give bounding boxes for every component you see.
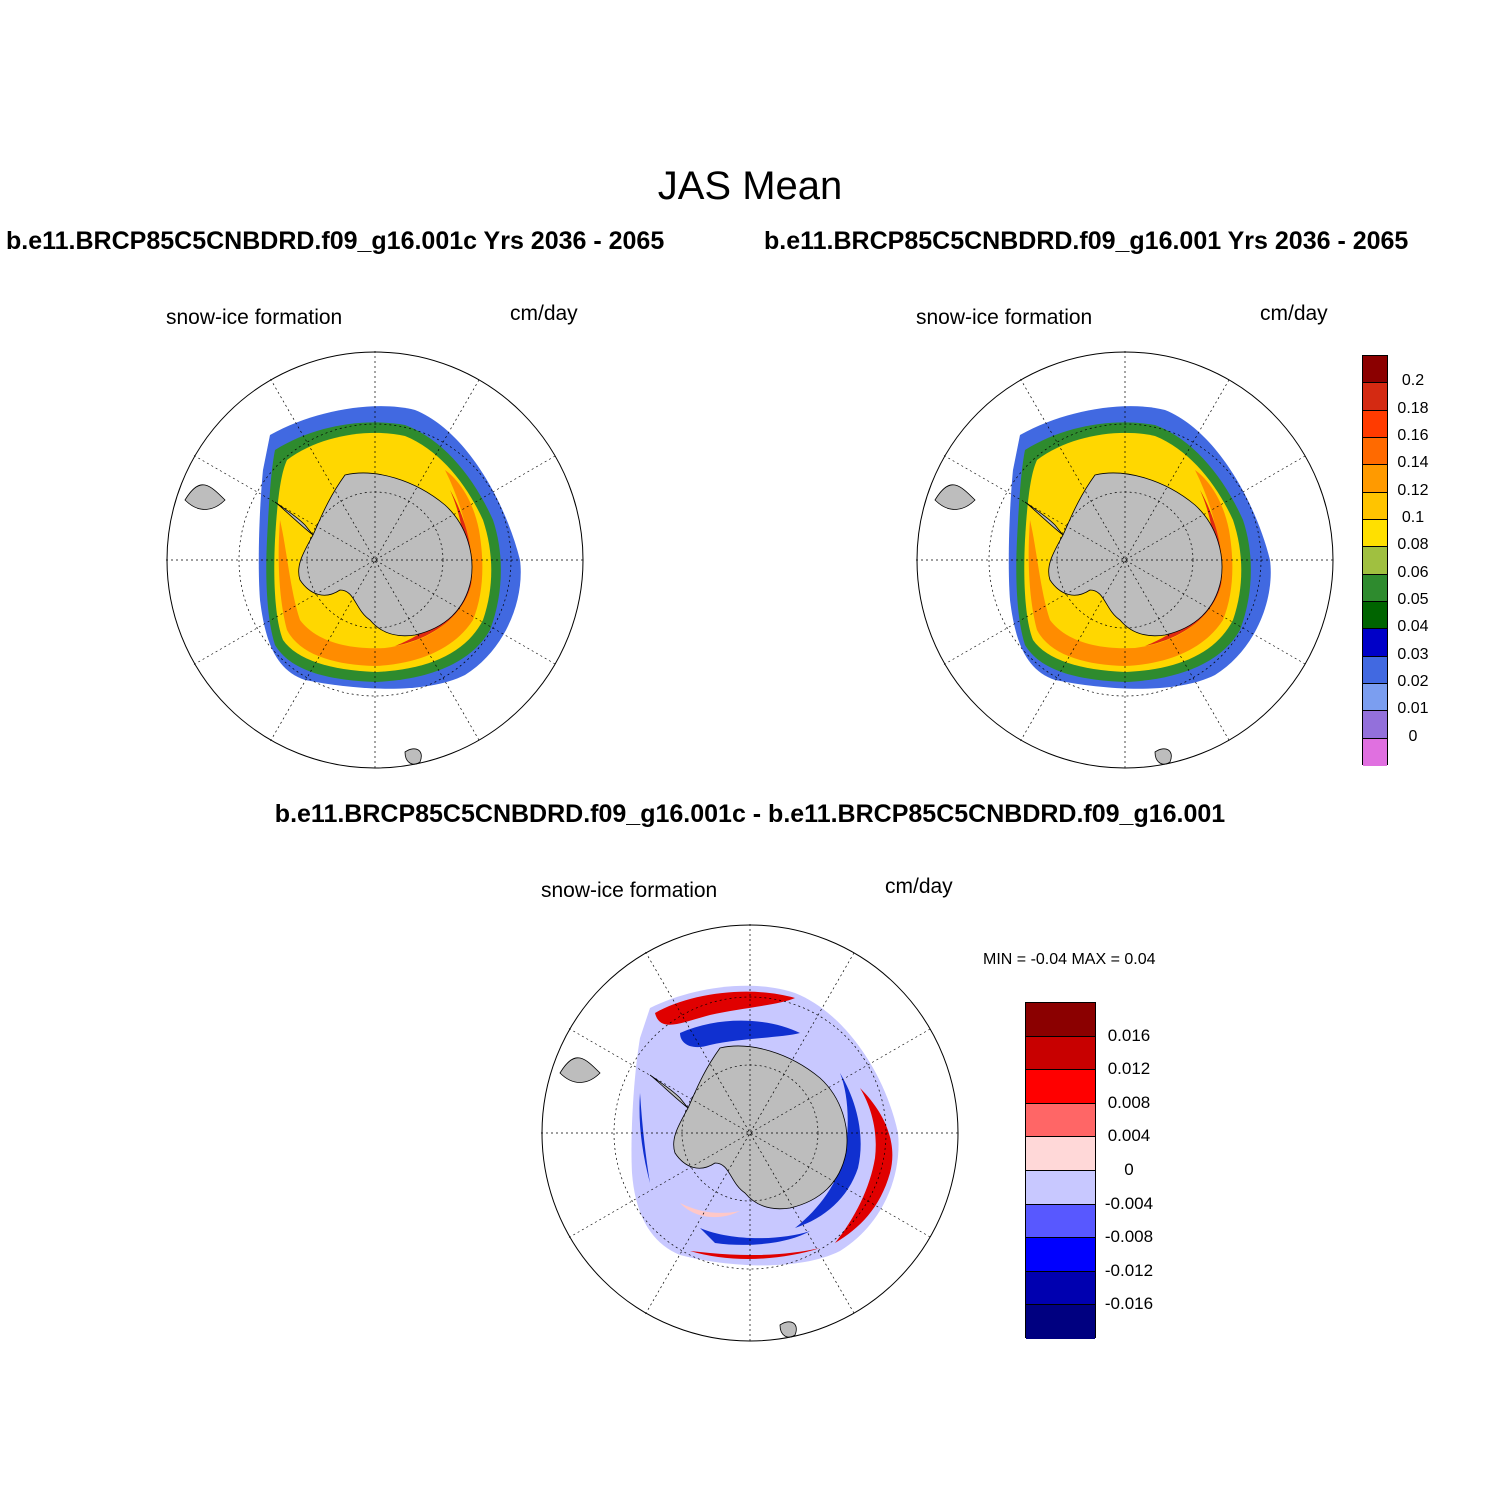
diff-pink-patch: [680, 1203, 740, 1218]
diff-colorbar-tick-label: 0.012: [1107, 1059, 1151, 1079]
diff-colorbar-tick-label: -0.004: [1104, 1193, 1154, 1213]
figure-title: JAS Mean: [657, 164, 843, 208]
diff-colorbar: [1025, 1002, 1096, 1339]
case1-title: b.e11.BRCP85C5CNBDRD.f09_g16.001c Yrs 20…: [6, 227, 665, 255]
case1-new-zealand: [404, 748, 422, 765]
case2-graticule: [916, 351, 1334, 769]
main-colorbar-segment: [1363, 738, 1387, 766]
main-colorbar-tick-label: 0.01: [1397, 700, 1429, 718]
case1-orange-band: [278, 470, 483, 666]
diff-units-label: cm/day: [885, 875, 953, 898]
main-colorbar-segment: [1363, 519, 1387, 548]
main-colorbar-segment: [1363, 683, 1387, 712]
diff-blue-south: [700, 1228, 810, 1245]
diff-outer-red-right: [835, 1088, 893, 1243]
case1-variable-label: snow-ice formation: [166, 306, 343, 329]
main-colorbar-segment: [1363, 656, 1387, 684]
diff-blue-east: [795, 1073, 861, 1228]
main-colorbar-segment: [1363, 601, 1387, 630]
main-colorbar-segment: [1363, 547, 1387, 575]
case2-title: b.e11.BRCP85C5CNBDRD.f09_g16.001 Yrs 203…: [764, 227, 1409, 255]
diff-colorbar-tick-label: -0.016: [1104, 1294, 1154, 1314]
main-colorbar-tick-label: 0.1: [1401, 509, 1425, 526]
case1-units-label: cm/day: [510, 302, 578, 325]
main-colorbar-tick-label: 0.2: [1401, 372, 1425, 390]
diff-colorbar-segment: [1026, 1305, 1095, 1339]
main-colorbar-segment: [1363, 410, 1387, 438]
main-colorbar-segment: [1363, 629, 1387, 657]
diff-colorbar-segment: [1026, 1003, 1095, 1037]
diff-outer-red-top: [655, 991, 795, 1025]
main-colorbar-tick-label: 0: [1408, 727, 1418, 745]
main-colorbar-segment: [1363, 711, 1387, 739]
diff-colorbar-segment: [1026, 1271, 1095, 1306]
main-colorbar-tick-label: 0.03: [1397, 645, 1429, 663]
case1-polar-map: [166, 351, 584, 769]
diff-outer-red-bottom: [690, 1248, 820, 1259]
diff-colorbar-tick-label: -0.008: [1104, 1227, 1154, 1247]
case2-south-america: [934, 484, 976, 510]
case2-units-label: cm/day: [1260, 302, 1328, 325]
main-colorbar-tick-label: 0.14: [1397, 454, 1429, 472]
diff-title: b.e11.BRCP85C5CNBDRD.f09_g16.001c - b.e1…: [274, 800, 1226, 828]
main-colorbar: [1362, 355, 1388, 766]
main-colorbar-segment: [1363, 574, 1387, 602]
diff-colorbar-segment: [1026, 1103, 1095, 1138]
diff-new-zealand: [779, 1321, 797, 1338]
case2-variable-label: snow-ice formation: [916, 306, 1093, 329]
main-colorbar-segment: [1363, 383, 1387, 411]
main-colorbar-tick-label: 0.05: [1397, 591, 1429, 608]
main-colorbar-segment: [1363, 465, 1387, 493]
main-colorbar-tick-label: 0.16: [1397, 427, 1429, 444]
diff-minmax-label: MIN = -0.04 MAX = 0.04: [983, 951, 1156, 968]
diff-colorbar-tick-label: -0.012: [1104, 1260, 1154, 1280]
case1-map-border: [166, 351, 584, 769]
diff-blue-west: [639, 1093, 650, 1183]
case2-orange-band: [1028, 470, 1233, 666]
diff-polar-map: [541, 924, 959, 1342]
diff-colorbar-segment: [1026, 1137, 1095, 1171]
case1-graticule: [166, 351, 584, 769]
main-colorbar-tick-label: 0.06: [1397, 563, 1429, 581]
case2-new-zealand: [1154, 748, 1172, 765]
diff-colorbar-tick-label: 0.008: [1107, 1092, 1151, 1112]
diff-colorbar-tick-label: 0.004: [1107, 1126, 1151, 1146]
main-colorbar-segment: [1363, 492, 1387, 520]
main-colorbar-segment: [1363, 437, 1387, 466]
case1-south-america: [184, 484, 226, 510]
diff-graticule: [541, 924, 959, 1342]
main-colorbar-tick-label: 0.18: [1397, 399, 1429, 417]
diff-map-border: [541, 924, 959, 1342]
diff-peninsula: [649, 1074, 689, 1109]
diff-colorbar-segment: [1026, 1070, 1095, 1104]
diff-colorbar-segment: [1026, 1238, 1095, 1272]
diff-colorbar-tick-label: 0.016: [1107, 1025, 1151, 1045]
diff-blue-north: [680, 1020, 800, 1048]
case2-peninsula: [1024, 501, 1064, 536]
main-colorbar-tick-label: 0.12: [1397, 481, 1429, 499]
case1-peninsula: [274, 501, 314, 536]
diff-variable-label: snow-ice formation: [541, 879, 718, 902]
case2-polar-map: [916, 351, 1334, 769]
diff-colorbar-segment: [1026, 1170, 1095, 1205]
diff-colorbar-segment: [1026, 1036, 1095, 1071]
main-colorbar-segment: [1363, 356, 1387, 384]
diff-colorbar-tick-label: 0: [1124, 1160, 1134, 1179]
main-colorbar-tick-label: 0.08: [1397, 536, 1429, 554]
case2-map-border: [916, 351, 1334, 769]
diff-colorbar-segment: [1026, 1204, 1095, 1239]
main-colorbar-tick-label: 0.02: [1397, 673, 1429, 690]
main-colorbar-tick-label: 0.04: [1397, 618, 1429, 636]
diff-south-america: [559, 1057, 601, 1083]
